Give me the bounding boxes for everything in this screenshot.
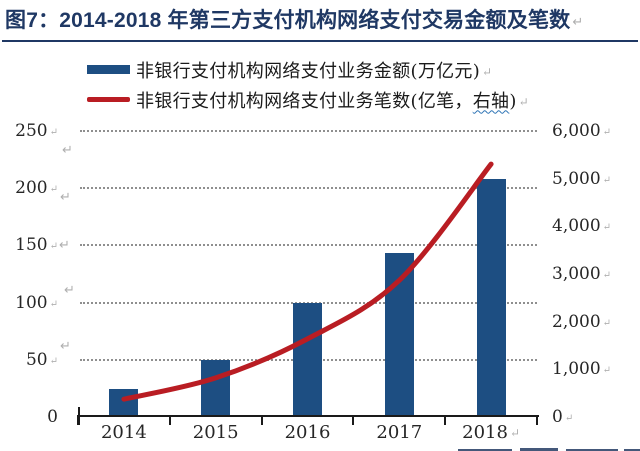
x-axis-year-value: 2015 (192, 422, 239, 443)
right-axis-tick-label: 0 ↵ (552, 407, 573, 427)
x-axis-label-2014: 2014 (82, 422, 166, 443)
paragraph-mark-icon: ↵ (64, 282, 75, 297)
line-series-path (121, 161, 494, 402)
left-axis-tick-label: 50 ↵ (8, 350, 58, 370)
x-axis-tick (352, 417, 355, 425)
left-axis-tick-label: 150 ↵ (8, 235, 58, 255)
right-axis-tick-value: 5,000 (552, 168, 601, 189)
left-axis-tick-label: 200 ↵ (8, 178, 58, 198)
x-axis-line (77, 415, 539, 417)
x-axis-year-value: 2018 (462, 422, 508, 443)
left-axis-tick-value: 200 (15, 178, 48, 199)
chart-legend: 非银行支付机构网络支付业务金额(万亿元) ↵ 非银行支付机构网络支付业务笔数(亿笔… (87, 57, 529, 117)
grid-line (80, 130, 537, 132)
bar-2015 (201, 360, 231, 417)
legend-item-count: 非银行支付机构网络支付业务笔数(亿笔，右轴) ↵ (87, 87, 529, 112)
bar-2018 (476, 178, 506, 417)
x-axis-label-2017: 2017 (357, 422, 441, 443)
bar-2016 (293, 303, 322, 417)
right-axis-tick-value: 4,000 (552, 216, 601, 237)
paragraph-mark-icon: ↵ (49, 298, 58, 310)
right-axis-tick-label: 6,000 ↵ (552, 121, 611, 141)
right-axis-tick-value: 1,000 (552, 359, 601, 380)
bar-series-swatch-icon (87, 65, 130, 74)
left-axis-tick-value: 0 (47, 407, 58, 427)
x-axis-label-2016: 2016 (266, 422, 350, 443)
paragraph-mark-icon: ↵ (49, 127, 58, 138)
x-axis-tick (536, 417, 538, 425)
paragraph-mark-icon: ↵ (49, 355, 58, 367)
cutoff-text-fragment (566, 449, 618, 451)
left-axis-tick-value: 100 (15, 292, 48, 313)
right-axis-tick-value: 6,000 (552, 121, 601, 141)
legend-count-right-axis-text: 右轴 (472, 90, 510, 112)
paragraph-mark-icon: ↵ (60, 189, 71, 204)
cutoff-text-fragment (624, 449, 640, 451)
paragraph-mark-icon: ↵ (482, 64, 493, 79)
title-divider (2, 40, 638, 42)
right-axis-tick-label: 4,000 ↵ (552, 216, 611, 236)
paragraph-mark-icon: ↵ (602, 174, 612, 186)
right-axis-tick-label: 1,000 ↵ (552, 359, 611, 379)
right-axis-tick-label: 3,000 ↵ (552, 264, 611, 284)
paragraph-mark-icon: ↵ (518, 94, 530, 109)
right-axis-tick-label: 2,000 ↵ (552, 312, 611, 332)
axis-corner-stub (78, 407, 80, 425)
grid-line (80, 244, 537, 247)
x-axis-tick (444, 417, 447, 425)
paragraph-mark-icon: ↵ (49, 184, 58, 196)
left-axis-tick-value: 150 (15, 235, 48, 256)
cutoff-text-fragment (520, 448, 558, 451)
x-axis-year-value: 2016 (284, 422, 331, 443)
left-axis-tick-label: 0 (8, 407, 58, 427)
bar-2014 (109, 388, 139, 417)
right-axis-tick-value: 2,000 (552, 311, 601, 332)
paragraph-mark-icon: ↵ (602, 317, 612, 329)
paragraph-mark-icon: ↵ (602, 270, 612, 281)
figure-title-text: 图7：2014-2018 年第三方支付机构网络支付交易金额及笔数 (5, 9, 571, 32)
x-axis-tick (260, 417, 263, 425)
right-axis-tick-value: 0 (552, 407, 563, 427)
legend-item-amount-label: 非银行支付机构网络支付业务金额(万亿元) ↵ (136, 57, 492, 83)
x-axis-tick (77, 417, 79, 425)
x-axis-year-value: 2017 (376, 422, 423, 443)
grid-line (80, 301, 537, 304)
paragraph-mark-icon: ↵ (602, 222, 612, 234)
left-axis-tick-label: 250 ↵ (8, 121, 58, 141)
paragraph-mark-icon: ↵ (59, 237, 70, 252)
legend-count-text: 非银行支付机构网络支付业务笔数(亿笔， (136, 90, 473, 112)
right-axis-tick-label: 5,000 ↵ (552, 169, 611, 189)
left-axis-tick-label: 100 ↵ (8, 293, 58, 313)
paragraph-mark-icon: ↵ (509, 426, 521, 440)
legend-item-amount: 非银行支付机构网络支付业务金额(万亿元) ↵ (87, 57, 529, 82)
figure-title: 图7：2014-2018 年第三方支付机构网络支付交易金额及笔数 ↵ (5, 4, 637, 34)
line-series-swatch-icon (87, 97, 130, 102)
paragraph-mark-icon: ↵ (602, 127, 612, 138)
right-axis-tick-value: 3,000 (552, 264, 601, 284)
paragraph-mark-icon: ↵ (564, 413, 574, 424)
legend-amount-text: 非银行支付机构网络支付业务金额(万亿元) (136, 60, 481, 82)
x-axis-tick (168, 417, 171, 425)
cutoff-text-fragment (458, 449, 512, 451)
grid-line (80, 187, 537, 190)
paragraph-mark-icon: ↵ (602, 365, 612, 377)
legend-item-count-label: 非银行支付机构网络支付业务笔数(亿笔，右轴) ↵ (136, 87, 529, 113)
x-axis-label-2018: 2018 ↵ (449, 422, 533, 443)
left-axis-tick-value: 250 (15, 121, 48, 141)
paragraph-mark-icon: ↵ (60, 338, 71, 353)
x-axis-year-value: 2014 (100, 422, 147, 443)
legend-count-text-close: ) (509, 90, 517, 112)
left-axis-tick-value: 50 (25, 349, 48, 370)
paragraph-mark-icon: ↵ (62, 142, 73, 157)
paragraph-mark-icon: ↵ (572, 14, 584, 29)
x-axis-label-2015: 2015 (174, 422, 258, 443)
paragraph-mark-icon: ↵ (49, 241, 58, 253)
